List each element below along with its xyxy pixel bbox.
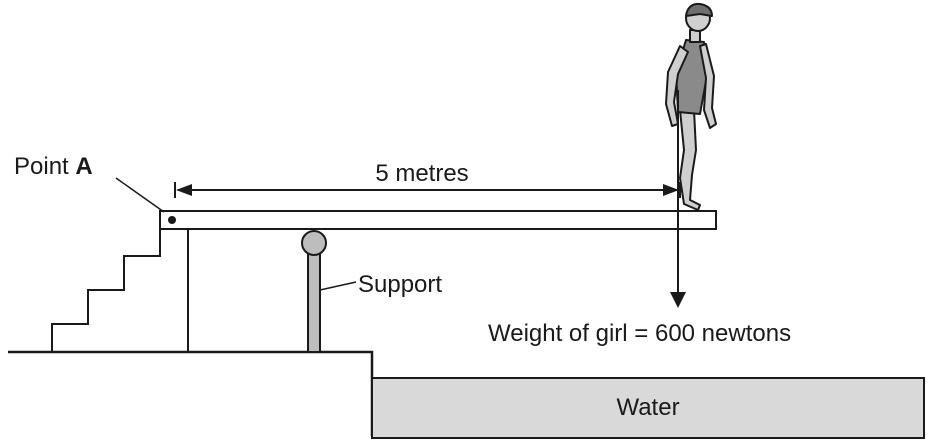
support-leader-line <box>319 281 357 291</box>
support-pillar <box>307 253 321 353</box>
weight-arrowhead <box>670 292 686 308</box>
weight-label: Weight of girl = 600 newtons <box>488 320 791 347</box>
ground-line <box>8 350 374 436</box>
support-label: Support <box>358 271 442 298</box>
girl-figure <box>665 2 717 211</box>
point-a-dot <box>168 216 176 224</box>
point-a-label: Point A <box>14 153 93 180</box>
girl-arm-front <box>699 43 717 129</box>
point-a-prefix: Point <box>14 153 75 180</box>
distance-arrowhead-left <box>176 184 192 196</box>
point-a-leader-line <box>115 177 165 213</box>
girl-swim-cap <box>685 2 713 17</box>
water-label: Water <box>616 394 679 421</box>
distance-arrowhead-right <box>663 184 679 196</box>
support-roller <box>301 230 327 256</box>
stairs <box>51 228 161 352</box>
girl-legs <box>679 109 701 211</box>
point-a-letter: A <box>75 153 92 180</box>
water <box>371 377 925 439</box>
diving-board <box>159 210 717 230</box>
distance-label: 5 metres <box>375 160 468 187</box>
